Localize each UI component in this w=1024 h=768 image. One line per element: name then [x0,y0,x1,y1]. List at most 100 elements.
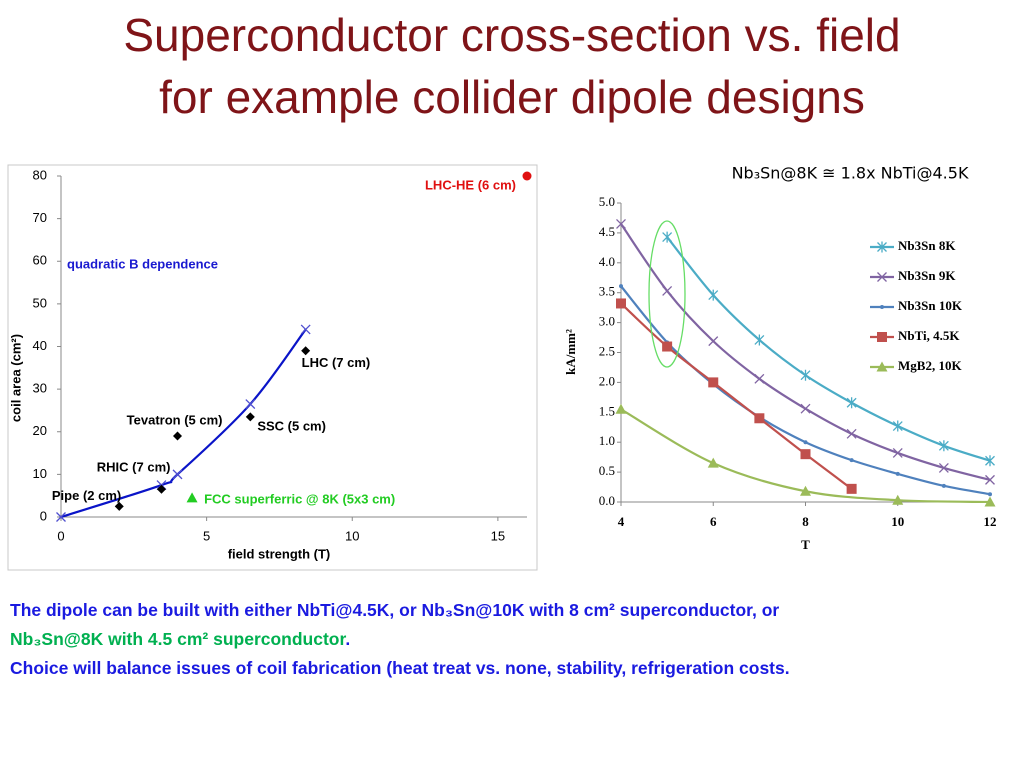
marker [708,289,719,301]
y-tick-label: 80 [33,167,47,182]
y-tick-label: 0 [40,508,47,523]
marker [800,449,811,460]
y-tick-label: 0.0 [599,493,615,508]
x-tick-label: 12 [984,514,997,529]
point-label: LHC (7 cm) [302,355,371,370]
marker [186,492,198,503]
legend-label: Nb3Sn 10K [898,298,963,313]
y-tick-label: 10 [33,466,47,481]
y-axis-label: kA/mm² [563,329,578,375]
marker [876,361,888,372]
marker [984,496,996,507]
marker [708,336,719,347]
marker [245,412,255,422]
marker [754,334,765,346]
marker [985,455,995,467]
marker [245,399,256,410]
marker [800,403,811,414]
y-tick-label: 5.0 [599,194,615,209]
annotation: quadratic B dependence [67,256,218,271]
marker [56,512,66,522]
x-axis-label: field strength (T) [228,546,331,561]
y-tick-label: 1.0 [599,433,615,448]
marker [616,218,626,229]
marker [877,241,887,253]
marker [707,457,719,468]
y-tick-label: 60 [33,253,47,268]
y-tick-label: 1.5 [599,403,615,418]
y-tick-label: 20 [33,423,47,438]
y-tick-label: 0.5 [599,463,615,478]
legend-label: Nb3Sn 9K [898,268,956,283]
y-tick-label: 40 [33,338,47,353]
marker [662,341,673,352]
note-line: Nb₃Sn@8K with 4.5 cm² superconductor. [10,625,1020,654]
scatter-chart: 0 10 20 30 40 50 60 70 80 0 5 10 15 field strength (T… [8,167,532,561]
note-line: The dipole can be built with either NbTi… [10,600,780,620]
chart-frame [7,164,538,571]
notes: The dipole can be built with either NbTi… [10,596,1020,683]
marker [615,403,627,414]
highlight-ellipse [648,220,686,368]
legend-label: MgB2, 10K [898,358,962,373]
marker [754,373,765,384]
x-tick-label: 0 [57,528,64,543]
point-label: FCC superferric @ 8K (5x3 cm) [204,491,395,506]
legend-label: Nb3Sn 8K [898,238,956,253]
marker [616,298,626,309]
title-line: for example collider dipole designs [159,71,865,123]
x-tick-label: 10 [345,528,359,543]
point-label: RHIC (7 cm) [97,460,171,475]
marker [172,469,183,480]
point-label: Tevatron (5 cm) [127,412,223,427]
point-label: SSC (5 cm) [257,418,326,433]
slide-title: Superconductor cross-section vs. field f… [0,4,1024,128]
note-line: Choice will balance issues of coil fabri… [10,658,790,678]
marker [846,428,857,439]
x-axis-label: T [801,537,810,552]
marker [800,369,811,381]
y-tick-label: 3.5 [599,284,615,299]
marker [892,494,904,505]
marker [941,483,946,488]
x-tick-label: 6 [710,514,717,529]
marker [754,413,765,424]
x-tick-label: 4 [618,514,625,529]
marker [300,324,311,335]
marker [173,431,182,441]
marker [522,171,532,181]
marker [846,397,857,409]
series-line [620,223,991,481]
y-tick-label: 70 [33,210,47,225]
marker [895,471,900,476]
y-tick-label: 50 [33,295,47,310]
series-line [620,302,853,490]
marker [114,501,124,511]
y-tick-label: 4.0 [599,254,615,269]
x-tick-label: 10 [891,514,904,529]
chart-subtitle: Nb₃Sn@8K ≅ 1.8x NbTi@4.5K [732,164,969,183]
marker [877,332,887,342]
marker [619,284,623,289]
marker [156,484,166,494]
marker [800,485,811,496]
marker [662,231,673,243]
y-tick-label: 3.0 [599,314,615,329]
marker [892,448,903,458]
note-highlight: Nb₃Sn@8K with 4.5 cm² superconductor [10,629,346,649]
line-chart: Nb₃Sn@8K ≅ 1.8x NbTi@4.5K 0.0 0.5 1.0 1.5 2.0… [563,164,997,552]
y-tick-label: 4.5 [599,224,615,239]
marker [877,272,887,282]
legend-label: NbTi, 4.5K [898,328,960,343]
marker [988,492,992,497]
marker [301,346,311,356]
marker [938,462,949,473]
y-tick-label: 2.0 [599,373,615,388]
marker [846,483,857,494]
marker [938,440,949,452]
marker [662,285,673,296]
note-text: . [345,629,351,649]
series-line [620,285,991,496]
